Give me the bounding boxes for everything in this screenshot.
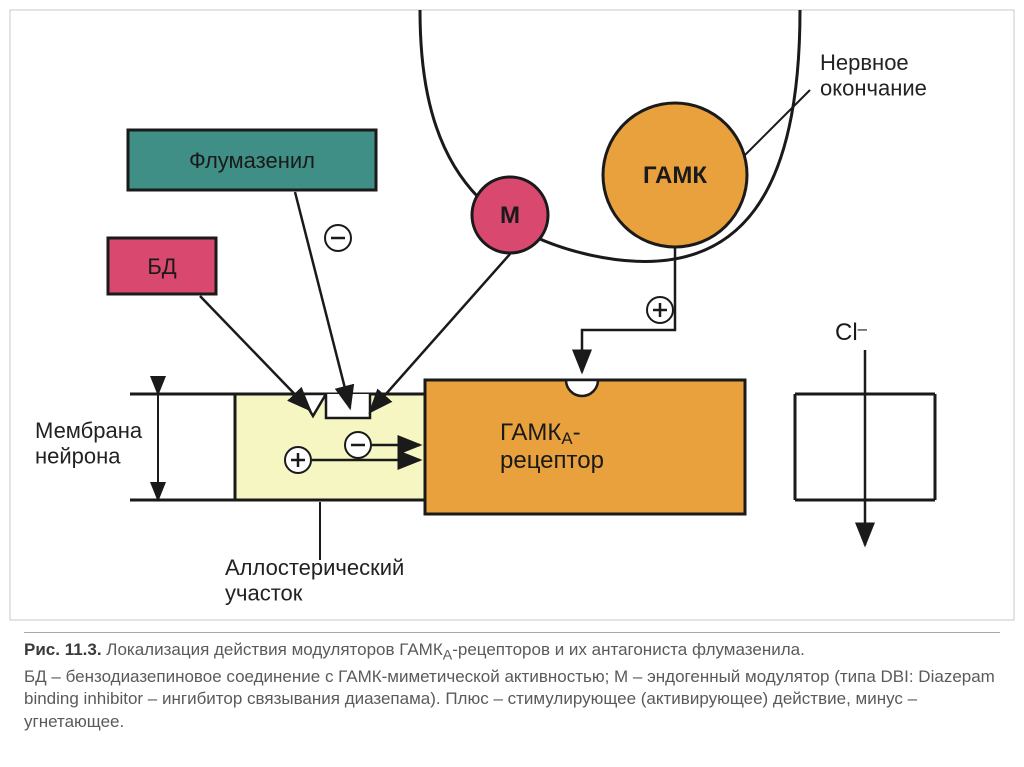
caption-title-1: Локализация действия модуляторов ГАМК (106, 640, 442, 659)
svg-text:ГАМК: ГАМК (643, 162, 707, 189)
caption-body: БД – бензодиазепиновое соединение с ГАМК… (24, 667, 995, 732)
svg-text:участок: участок (225, 580, 303, 605)
figure-caption: Рис. 11.3. Локализация действия модулято… (24, 630, 1000, 734)
svg-text:нейрона: нейрона (35, 443, 121, 468)
diagram-svg: Нервноеокончание ГАМК М Флумазенил БД Мембран… (0, 0, 1024, 625)
svg-text:Флумазенил: Флумазенил (189, 148, 315, 173)
svg-text:Cl–: Cl– (835, 319, 868, 346)
svg-text:Нервное: Нервное (820, 50, 909, 75)
caption-title-sub: А (443, 647, 452, 663)
svg-text:Мембрана: Мембрана (35, 418, 143, 443)
svg-text:рецептор: рецептор (500, 447, 604, 474)
svg-text:окончание: окончание (820, 75, 927, 100)
svg-text:БД: БД (147, 254, 176, 279)
caption-title-2: -рецепторов и их антагониста флумазенила… (452, 640, 805, 659)
svg-text:Аллостерический: Аллостерический (225, 555, 404, 580)
svg-text:М: М (500, 202, 520, 229)
caption-prefix: Рис. 11.3. (24, 640, 102, 659)
